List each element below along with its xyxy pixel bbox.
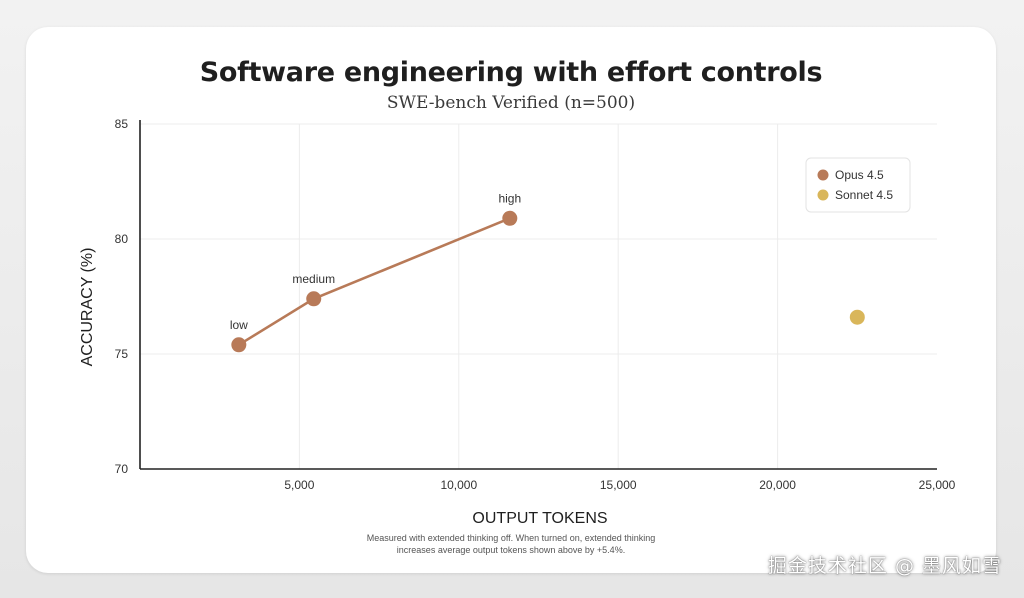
y-tick-label-1: 75 <box>115 347 129 361</box>
legend-swatch-0 <box>817 169 829 181</box>
series-sonnet-4-5 <box>849 309 865 325</box>
y-axis-label: ACCURACY (%) <box>79 248 96 367</box>
series-opus-4-5: low medium high <box>230 191 521 353</box>
legend-box <box>805 157 911 213</box>
legend: Opus 4.5 Sonnet 4.5 <box>805 157 911 213</box>
grid-lines <box>140 123 937 469</box>
chart-title: Software engineering with effort control… <box>199 57 823 88</box>
legend-label-1: Sonnet 4.5 <box>835 188 893 202</box>
footnote-line-1: Measured with extended thinking off. Whe… <box>366 533 656 543</box>
data-point-0-0 <box>231 337 247 353</box>
data-point-0-1 <box>306 291 322 307</box>
y-tick-label-0: 70 <box>115 462 129 476</box>
chart-subtitle: SWE-bench Verified (n=500) <box>386 93 636 113</box>
series-line <box>237 217 512 347</box>
data-label-0-2: high <box>498 191 521 205</box>
footnote: Measured with extended thinking off. Whe… <box>26 532 996 556</box>
watermark: 掘金技术社区 @ 墨风如雪 <box>767 555 1002 577</box>
y-tick-label-3: 85 <box>115 117 129 131</box>
x-axis-label: OUTPUT TOKENS <box>472 510 607 527</box>
x-tick-label-3: 20,000 <box>759 478 796 492</box>
x-tick-label-2: 15,000 <box>600 478 637 492</box>
scatter-chart: 70 75 80 85 5,000 10,000 15,000 20,000 25,000 O… <box>79 117 956 527</box>
x-tick-label-0: 5,000 <box>284 478 314 492</box>
legend-swatch-1 <box>817 189 829 201</box>
data-point-0-2 <box>502 210 518 226</box>
y-tick-label-2: 80 <box>115 232 129 246</box>
x-tick-labels: 5,000 10,000 15,000 20,000 25,000 <box>284 478 955 492</box>
y-tick-labels: 70 75 80 85 <box>115 117 129 476</box>
legend-label-0: Opus 4.5 <box>835 168 884 182</box>
x-tick-label-1: 10,000 <box>440 478 477 492</box>
chart-card: Software engineering with effort control… <box>26 27 996 573</box>
x-tick-label-4: 25,000 <box>919 478 956 492</box>
data-point-1-0 <box>849 309 865 325</box>
footnote-line-2: increases average output tokens shown ab… <box>396 545 626 555</box>
data-label-0-1: medium <box>292 272 335 286</box>
data-series: low medium high <box>230 191 865 353</box>
axes <box>139 120 937 470</box>
data-label-0-0: low <box>230 318 248 332</box>
